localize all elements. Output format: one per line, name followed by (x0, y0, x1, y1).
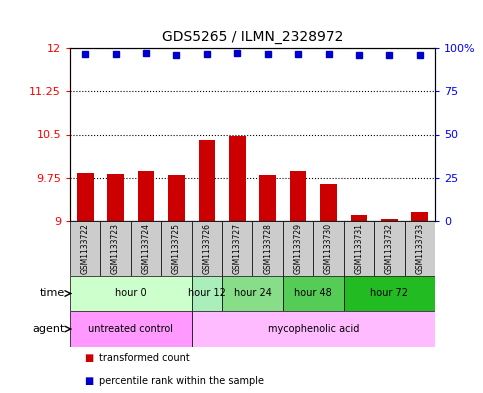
Bar (70, 221, 100, 276)
Text: untreated control: untreated control (88, 324, 173, 334)
Text: GSM1133729: GSM1133729 (294, 223, 303, 274)
Bar (192, 311, 435, 347)
Bar (290, 171, 307, 221)
Text: ■: ■ (85, 376, 94, 386)
Text: GSM1133731: GSM1133731 (355, 223, 364, 274)
Text: GSM1133725: GSM1133725 (172, 223, 181, 274)
Bar (351, 215, 368, 221)
Bar (253, 221, 283, 276)
Text: percentile rank within the sample: percentile rank within the sample (99, 376, 264, 386)
Text: GSM1133726: GSM1133726 (202, 223, 212, 274)
Bar (199, 140, 215, 221)
Bar (192, 276, 222, 311)
Text: GSM1133722: GSM1133722 (81, 223, 90, 274)
Text: GSM1133732: GSM1133732 (385, 223, 394, 274)
Text: hour 72: hour 72 (370, 288, 408, 299)
Text: GSM1133723: GSM1133723 (111, 223, 120, 274)
Text: GSM1133728: GSM1133728 (263, 223, 272, 274)
Text: agent: agent (33, 324, 65, 334)
Bar (77, 173, 94, 221)
Bar (70, 276, 192, 311)
Bar (222, 276, 283, 311)
Text: ■: ■ (85, 353, 94, 363)
Bar (100, 221, 131, 276)
Bar (259, 175, 276, 221)
Text: GSM1133727: GSM1133727 (233, 223, 242, 274)
Text: hour 0: hour 0 (115, 288, 147, 299)
Title: GDS5265 / ILMN_2328972: GDS5265 / ILMN_2328972 (162, 30, 343, 44)
Text: hour 48: hour 48 (295, 288, 332, 299)
Text: GSM1133733: GSM1133733 (415, 223, 424, 274)
Bar (381, 219, 398, 221)
Bar (70, 311, 192, 347)
Bar (283, 221, 313, 276)
Bar (138, 171, 155, 221)
Text: GSM1133730: GSM1133730 (324, 223, 333, 274)
Text: GSM1133724: GSM1133724 (142, 223, 151, 274)
Bar (131, 221, 161, 276)
Bar (107, 174, 124, 221)
Text: transformed count: transformed count (99, 353, 190, 363)
Bar (222, 221, 253, 276)
Bar (283, 276, 344, 311)
Bar (344, 221, 374, 276)
Bar (192, 221, 222, 276)
Bar (161, 221, 192, 276)
Bar (168, 175, 185, 221)
Text: hour 24: hour 24 (234, 288, 271, 299)
Bar (374, 221, 405, 276)
Bar (412, 212, 428, 221)
Bar (344, 276, 435, 311)
Text: hour 12: hour 12 (188, 288, 226, 299)
Bar (229, 136, 246, 221)
Bar (313, 221, 344, 276)
Text: time: time (40, 288, 65, 299)
Bar (320, 184, 337, 221)
Bar (405, 221, 435, 276)
Text: mycophenolic acid: mycophenolic acid (268, 324, 359, 334)
